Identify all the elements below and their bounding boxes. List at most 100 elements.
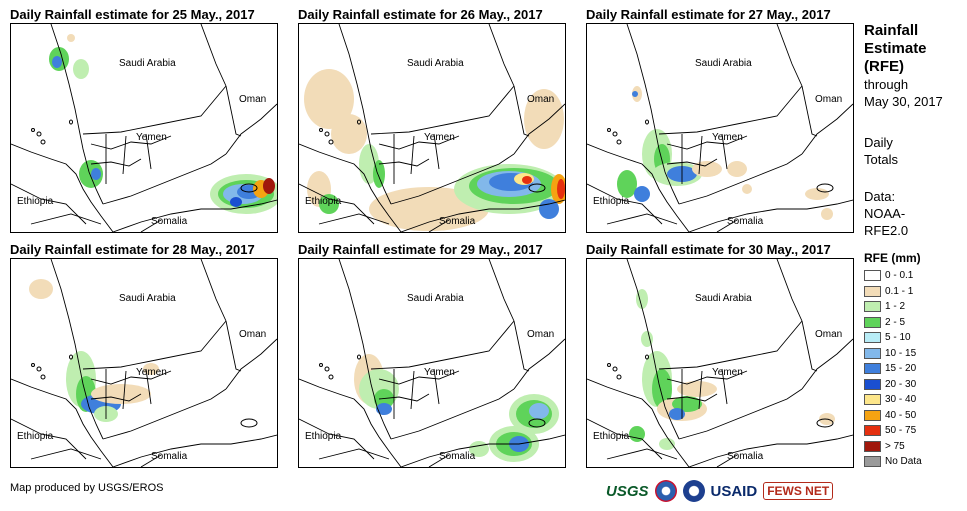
island (357, 354, 361, 360)
legend-item: 2 - 5 (864, 315, 905, 329)
fews-net-logo: FEWS NET (763, 482, 834, 500)
legend-item: 30 - 40 (864, 392, 916, 406)
boundary-line (318, 213, 390, 225)
boundary-line (587, 143, 690, 232)
map-canvas: Saudi Arabia Oman Yemen Ethiopia Somalia (299, 24, 565, 232)
boundary-line (721, 368, 728, 405)
boundary-line (82, 85, 227, 135)
yemen-label: Yemen (712, 132, 743, 143)
somalia-label: Somalia (151, 451, 188, 462)
rainfall-area (319, 194, 339, 214)
rainfall-map-30-may: Saudi Arabia Oman Yemen Ethiopia Somalia (586, 258, 854, 468)
title-line-rainfall: Rainfall (864, 22, 919, 39)
rainfall-area (376, 403, 392, 415)
totals-label: Totals (864, 152, 898, 167)
source-line-1: NOAA- (864, 206, 906, 221)
boundary-line (140, 454, 162, 467)
legend-label: 50 - 75 (885, 424, 917, 436)
boundary-line (513, 103, 565, 155)
boundary-line (488, 24, 515, 87)
legend-item: No Data (864, 454, 922, 468)
legend-swatch (864, 409, 881, 421)
rainfall-area (331, 114, 367, 154)
boundary-line (666, 370, 748, 385)
island (324, 366, 330, 372)
legend-label: 2 - 5 (885, 316, 906, 328)
saudi-arabia-label: Saudi Arabia (695, 58, 752, 69)
boundary-line (225, 338, 277, 390)
boundary-line (658, 320, 803, 370)
legend-label: 5 - 10 (885, 331, 911, 343)
legend-item: 1 - 2 (864, 299, 905, 313)
rainfall-area (617, 170, 637, 198)
island (324, 131, 330, 137)
agency-logos: USGS USAID FEWS NET (606, 478, 834, 504)
island (616, 374, 622, 380)
boundary-line (30, 213, 102, 225)
island (607, 363, 611, 367)
somalia-label: Somalia (439, 451, 476, 462)
rainfall-map-26-may: Saudi Arabia Oman Yemen Ethiopia Somalia (298, 23, 566, 233)
boundary-line (801, 338, 853, 390)
boundary-line (145, 368, 152, 405)
legend-swatch (864, 424, 881, 436)
panel-title-28-may: Daily Rainfall estimate for 28 May., 201… (10, 242, 255, 257)
island (69, 354, 73, 360)
boundary-line (225, 320, 242, 372)
boundary-line (318, 448, 390, 460)
boundary-line (488, 259, 515, 322)
legend-label: No Data (885, 455, 922, 467)
boundary-line (112, 199, 277, 232)
ethiopia-label: Ethiopia (17, 431, 54, 442)
island (616, 139, 622, 145)
island (528, 418, 546, 428)
oman-label: Oman (815, 94, 842, 105)
island (816, 183, 834, 193)
rainfall-area (629, 426, 645, 442)
boundary-line (378, 370, 460, 385)
boundary-line (433, 133, 440, 170)
boundary-line (666, 135, 748, 150)
rainfall-area (73, 59, 89, 79)
legend-swatch (864, 347, 881, 359)
boundary-line (698, 370, 703, 410)
boundary-line (370, 85, 515, 135)
boundary-line (587, 183, 663, 225)
oman-label: Oman (815, 329, 842, 340)
boundary-line (410, 135, 415, 175)
rainfall-area (669, 408, 685, 420)
boundary-line (200, 259, 227, 322)
boundary-line (400, 199, 565, 232)
island (528, 183, 546, 193)
saudi-arabia-label: Saudi Arabia (695, 293, 752, 304)
island (645, 119, 649, 125)
legend-item: 0 - 0.1 (864, 268, 913, 282)
rainfall-area (539, 199, 559, 219)
boundary-line (698, 135, 703, 175)
legend-swatch (864, 331, 881, 343)
boundary-line (50, 259, 104, 440)
island (69, 119, 73, 125)
boundary-line (428, 219, 450, 232)
legend-item: 40 - 50 (864, 408, 916, 422)
through-date: May 30, 2017 (864, 94, 943, 109)
boundary-line (716, 454, 738, 467)
map-canvas: Saudi Arabia Oman Yemen Ethiopia Somalia (11, 259, 277, 467)
rainfall-area (692, 161, 722, 177)
rainfall-area (632, 91, 638, 97)
island (240, 183, 258, 193)
boundary-line (140, 219, 162, 232)
boundary-line (626, 259, 680, 440)
island (357, 119, 361, 125)
rainfall-area (742, 184, 752, 194)
legend-label: > 75 (885, 440, 905, 452)
rainfall-map-29-may: Saudi Arabia Oman Yemen Ethiopia Somalia (298, 258, 566, 468)
boundary-line (688, 434, 853, 467)
boundary-line (11, 418, 87, 460)
rainfall-area (143, 363, 159, 375)
boundary-line (658, 85, 803, 135)
boundary-line (378, 135, 460, 150)
boundary-line (225, 85, 242, 137)
boundary-line (801, 320, 818, 372)
ethiopia-label: Ethiopia (17, 196, 54, 207)
